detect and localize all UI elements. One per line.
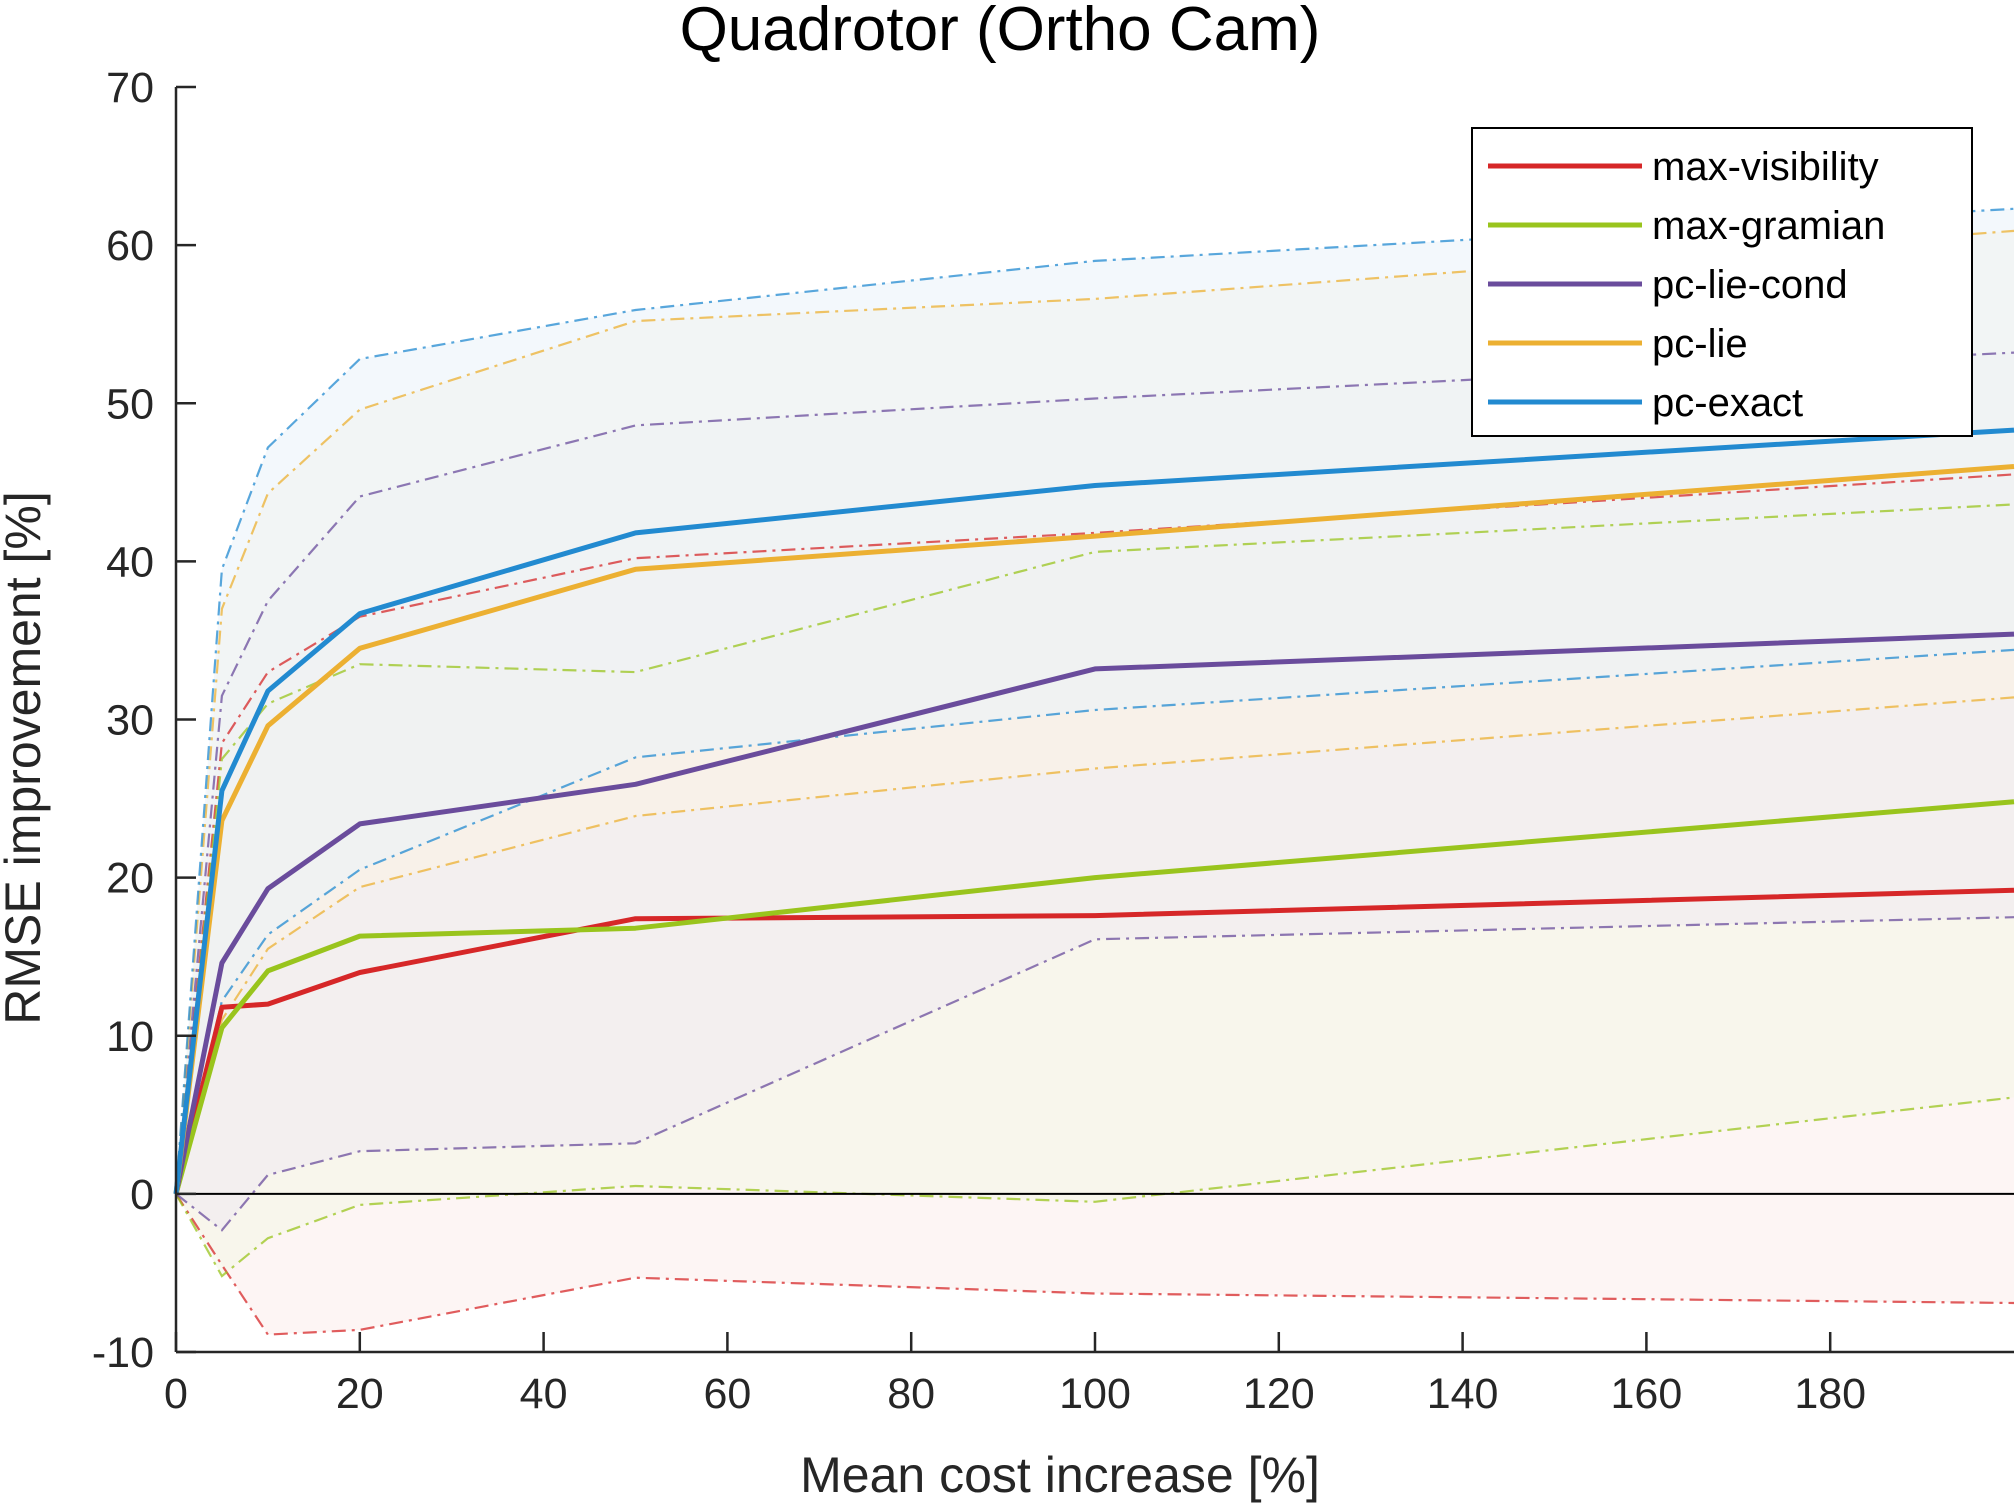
axes [174,85,2014,1354]
x-tick-label: 120 [1243,1370,1315,1418]
upper-bound-pc-lie-cond [174,351,2015,1195]
legend-label-max-gramian: max-gramian [1652,204,1885,248]
y-tick-label: 50 [106,380,154,428]
upper-bound-max-gramian [174,503,2015,1195]
lower-bound-max-gramian [175,1096,2015,1278]
x-tick-label: 40 [520,1370,568,1418]
chart-title: Quadrotor (Ortho Cam) [680,0,1321,64]
series-line-pc-lie [173,464,2015,1195]
series-line-max-visibility [173,887,2015,1195]
upper-bound-pc-exact [174,207,2015,1194]
legend-label-pc-exact: pc-exact [1652,381,1803,425]
legend-label-pc-lie: pc-lie [1652,322,1748,366]
y-tick-label: 10 [106,1013,154,1061]
x-tick-label: 160 [1611,1370,1683,1418]
x-tick-label: 20 [336,1370,384,1418]
legend-label-max-visibility: max-visibility [1652,145,1879,189]
y-tick-label: 40 [106,538,154,586]
lower-bound-pc-lie-cond [175,916,2015,1232]
x-axis-label: Mean cost increase [%] [800,1447,1320,1503]
x-tick-label: 60 [703,1370,751,1418]
band-pc-exact [176,208,2014,1194]
x-tick-label: 0 [164,1370,188,1418]
lower-bound-pc-lie [174,696,2015,1195]
upper-bound-pc-lie [174,229,2015,1194]
y-axis-label: RMSE improvement [%] [0,491,51,1024]
legend: max-visibility max-gramian pc-lie-cond pc-l… [1471,127,1973,437]
y-tick-label: -10 [92,1329,154,1377]
x-tick-label: 80 [887,1370,935,1418]
series-line-pc-exact [173,427,2015,1195]
y-tick-label: 0 [130,1171,154,1219]
x-tick-label: 100 [1059,1370,1131,1418]
y-tick-label: 30 [106,697,154,745]
y-tick-label: 60 [106,222,154,270]
x-tick-label: 140 [1427,1370,1499,1418]
legend-label-pc-lie-cond: pc-lie-cond [1652,263,1848,307]
confidence-bands [176,208,2014,1335]
x-tick-label: 180 [1794,1370,1866,1418]
lower-bound-pc-exact [174,648,2015,1195]
series-line-max-gramian [173,799,2015,1195]
y-tick-label: 70 [106,64,154,112]
y-tick-label: 20 [106,855,154,903]
series-lines [173,427,2015,1195]
series-line-pc-lie-cond [173,631,2015,1195]
